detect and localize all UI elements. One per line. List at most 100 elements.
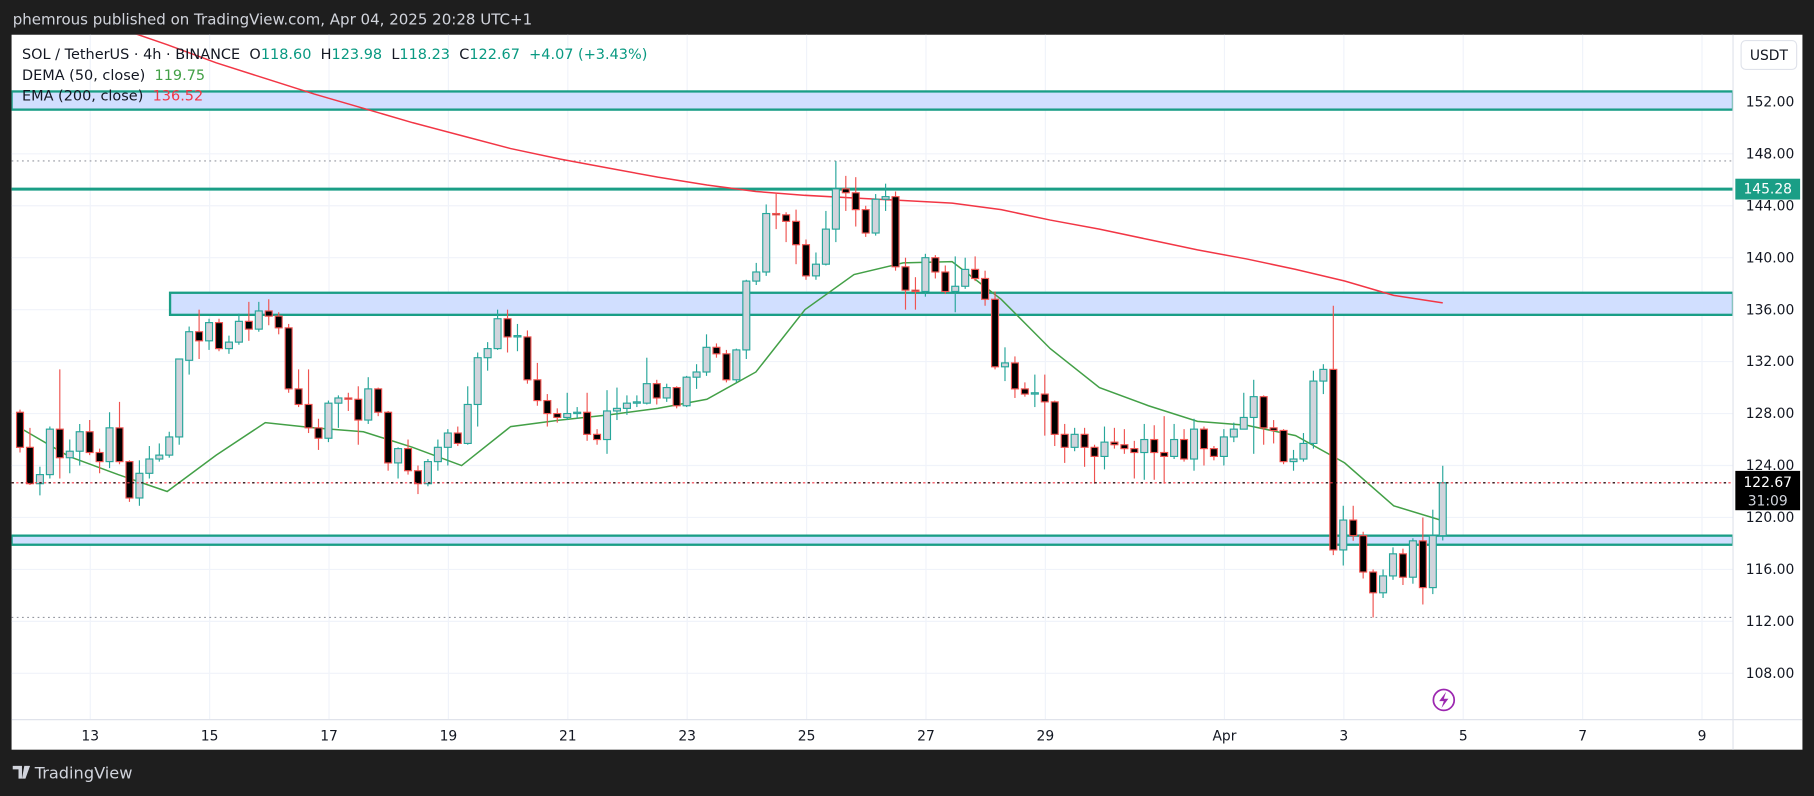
candle-body — [1379, 575, 1388, 594]
tradingview-logo[interactable]: TradingView — [12, 764, 133, 783]
candle-body — [602, 410, 612, 441]
candle — [782, 212, 791, 243]
legend-dema[interactable]: DEMA (50, close) 119.75 — [22, 68, 205, 84]
currency-button[interactable]: USDT — [1740, 39, 1798, 71]
lightning-alert-icon[interactable] — [1432, 688, 1456, 712]
price-tick-label: 108.00 — [1746, 666, 1795, 682]
candle — [583, 392, 592, 441]
candle-body — [374, 388, 383, 413]
candle — [563, 392, 572, 421]
candle-body — [483, 348, 492, 359]
candle — [831, 160, 840, 243]
candle — [1229, 422, 1238, 443]
candle — [702, 334, 711, 376]
candle-body — [234, 320, 243, 343]
candle-body — [185, 331, 194, 361]
time-tick-label: 27 — [917, 728, 935, 744]
candle-body — [1428, 535, 1437, 589]
candle-body — [1100, 441, 1109, 457]
price-tick-label: 132.00 — [1746, 354, 1795, 370]
price-tick-label: 152.00 — [1746, 94, 1795, 110]
candle-body — [662, 387, 671, 399]
candle — [1379, 569, 1388, 598]
candle-body — [95, 451, 104, 463]
candle — [185, 326, 194, 375]
candle — [324, 400, 333, 443]
candle-body — [593, 433, 602, 441]
candle-body — [652, 383, 661, 399]
candle-body — [195, 331, 204, 342]
candle-body — [1199, 428, 1209, 450]
candle-body — [15, 411, 25, 448]
candle-body — [702, 346, 711, 373]
dema-50-line — [19, 260, 1443, 522]
price-tick-label: 124.00 — [1746, 458, 1795, 474]
candle-body — [692, 371, 701, 378]
candle-body — [533, 379, 542, 402]
candle-body — [1289, 458, 1298, 463]
candle — [453, 426, 462, 447]
candle-body — [1359, 535, 1368, 573]
candle-body — [75, 431, 84, 452]
candle — [593, 429, 602, 445]
candle — [971, 256, 980, 282]
time-axis[interactable]: 13 15 17 19 21 23 25 27 29 Apr 3 5 7 9 — [81, 728, 1706, 744]
close-value: 122.67 — [469, 47, 520, 63]
candle — [662, 383, 671, 402]
plot-area[interactable] — [11, 0, 1734, 619]
ema-value: 136.52 — [153, 89, 204, 105]
candle-body — [811, 263, 821, 277]
candle-body — [214, 322, 224, 350]
candle-body — [503, 318, 512, 338]
candle-body — [841, 188, 850, 194]
candle — [334, 395, 343, 428]
candle — [1040, 374, 1049, 436]
legend-ema[interactable]: EMA (200, close) 136.52 — [22, 89, 203, 105]
candle — [523, 330, 532, 384]
candle-body — [1339, 519, 1348, 551]
candle-body — [632, 401, 641, 404]
candle-body — [1438, 482, 1447, 537]
candle — [115, 401, 124, 465]
candle-body — [45, 428, 54, 476]
low-value: 118.23 — [399, 47, 450, 63]
candle — [493, 309, 502, 350]
candle-body — [354, 398, 363, 421]
candle-body — [1000, 362, 1010, 368]
time-tick-label: 3 — [1339, 728, 1348, 744]
time-tick-label: 29 — [1037, 728, 1055, 744]
candle — [1100, 426, 1109, 470]
candle — [364, 377, 373, 424]
price-axis[interactable]: 152.00 148.00 144.00 140.00 136.00 132.00 128.… — [1746, 94, 1795, 681]
candle-body — [573, 411, 582, 415]
candle — [990, 291, 1000, 370]
candle — [762, 204, 771, 276]
price-tick-label: 144.00 — [1746, 198, 1795, 214]
candle — [642, 357, 651, 405]
candle — [622, 395, 631, 415]
candle-body — [473, 357, 482, 406]
candle-body — [1180, 438, 1189, 460]
time-tick-label: 7 — [1578, 728, 1587, 744]
candle-body — [304, 403, 313, 429]
candle-body — [1249, 396, 1258, 419]
candle — [811, 252, 821, 280]
candle-body — [1349, 519, 1358, 537]
candle — [931, 255, 940, 279]
candle — [503, 309, 512, 353]
candle-body — [1120, 444, 1129, 450]
candle-body — [463, 403, 472, 445]
candle — [732, 348, 741, 383]
candle — [1309, 370, 1318, 449]
level-price-label: 145.28 — [1735, 178, 1801, 200]
candle-body — [672, 387, 681, 407]
candle-body — [344, 397, 353, 400]
candle — [632, 395, 641, 408]
candle — [722, 349, 731, 383]
candle-body — [921, 257, 930, 293]
candle-body — [443, 432, 452, 448]
legend-symbol-line[interactable]: SOL / TetherUS · 4h · BINANCE O118.60 H123… — [22, 47, 647, 63]
candle — [473, 352, 482, 427]
candle — [195, 309, 204, 360]
price-tick-label: 120.00 — [1746, 510, 1795, 526]
